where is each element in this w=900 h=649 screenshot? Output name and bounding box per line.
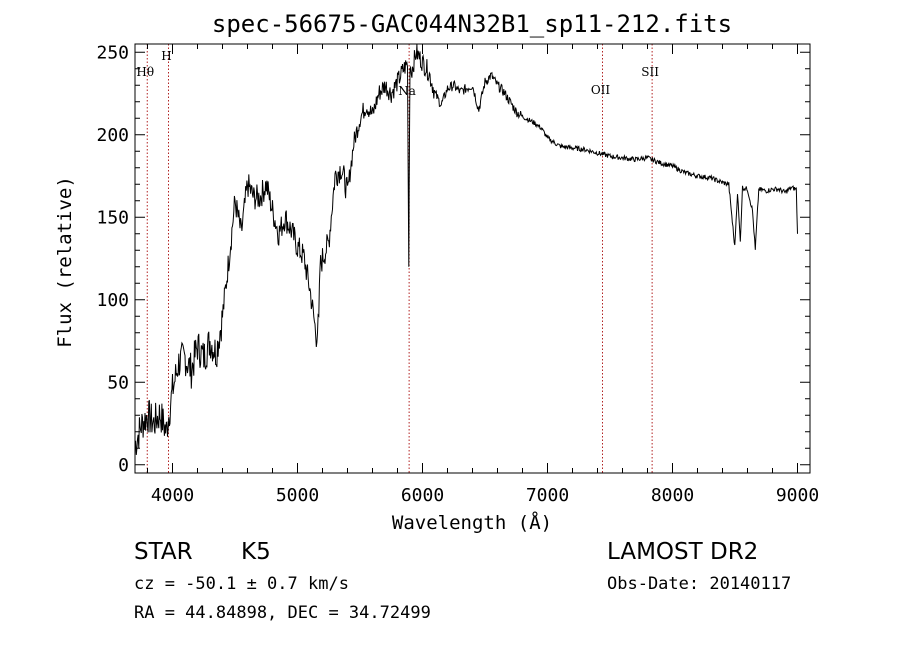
spectral-line-markers: Hθ H Na OII SII [136,44,659,473]
x-axis-label: Wavelength (Å) [392,511,552,534]
spectral-line-label: SII [641,65,659,79]
y-axis-label: Flux (relative) [54,176,76,348]
object-subclass: K5 [241,539,271,565]
y-tick-label: 100 [96,290,129,311]
spectrum-line [134,44,798,455]
spectrum-series [134,44,798,455]
survey-name: LAMOST DR2 [607,539,759,565]
redshift-text: cz = -50.1 ± 0.7 km/s [134,574,349,594]
spectral-line-label: Hθ [136,65,154,79]
x-tick-label: 5000 [276,485,319,506]
observation-date: Obs-Date: 20140117 [607,574,792,594]
chart-title: spec-56675-GAC044N32B1_sp11-212.fits [212,10,732,38]
plot-frame [134,43,811,474]
spectral-line-label: H [161,49,171,63]
y-tick-label: 150 [96,207,129,228]
spectral-line-label: OII [591,83,611,97]
y-tick-label: 0 [118,455,129,476]
plot-axes: 4000 5000 6000 7000 8000 9000 0 50 100 150 200 250 [96,42,819,506]
y-tick-label: 200 [96,125,129,146]
x-tick-label: 8000 [651,485,694,506]
x-tick-label: 4000 [151,485,194,506]
x-tick-label: 6000 [401,485,444,506]
coordinates-text: RA = 44.84898, DEC = 34.72499 [134,603,431,623]
spectral-line-label: Na [398,84,416,98]
y-tick-label: 50 [107,372,129,393]
object-class: STAR [134,539,193,565]
x-tick-label: 7000 [526,485,569,506]
x-tick-label: 9000 [776,485,819,506]
y-tick-label: 250 [96,42,129,63]
